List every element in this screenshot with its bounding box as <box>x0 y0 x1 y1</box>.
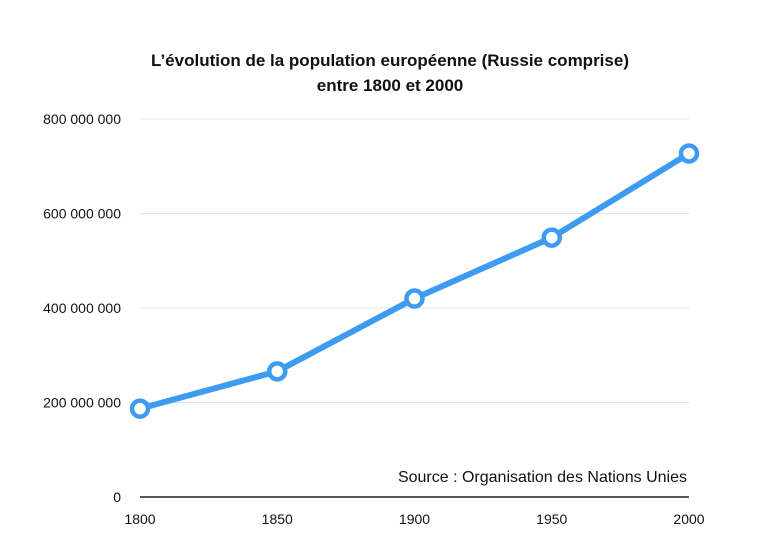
x-tick-label: 1900 <box>399 511 430 527</box>
data-point <box>678 143 700 164</box>
y-tick-label: 200 000 000 <box>43 395 121 411</box>
series-group <box>129 143 700 419</box>
x-tick-label: 2000 <box>673 511 704 527</box>
data-point <box>129 398 151 419</box>
x-tick-label: 1800 <box>124 511 155 527</box>
chart-title: L’évolution de la population européenne … <box>0 48 780 98</box>
data-point <box>541 227 562 248</box>
data-point <box>404 288 425 309</box>
data-point <box>267 361 288 382</box>
source-annotation: Source : Organisation des Nations Unies <box>398 469 687 486</box>
chart-title-line-1: L’évolution de la population européenne … <box>151 51 629 70</box>
y-axis: 0 200 000 000 400 000 000 600 000 000 800 00… <box>43 111 121 505</box>
chart-title-line-2: entre 1800 et 2000 <box>316 76 464 95</box>
y-tick-label: 400 000 000 <box>43 300 121 316</box>
y-tick-label: 600 000 000 <box>43 206 121 222</box>
x-tick-label: 1950 <box>536 511 567 527</box>
series-line <box>137 150 692 412</box>
y-tick-label: 800 000 000 <box>43 111 121 127</box>
x-axis: 1800 1850 1900 1950 2000 <box>124 511 704 527</box>
y-tick-label: 0 <box>113 489 121 505</box>
x-tick-label: 1850 <box>262 511 293 527</box>
